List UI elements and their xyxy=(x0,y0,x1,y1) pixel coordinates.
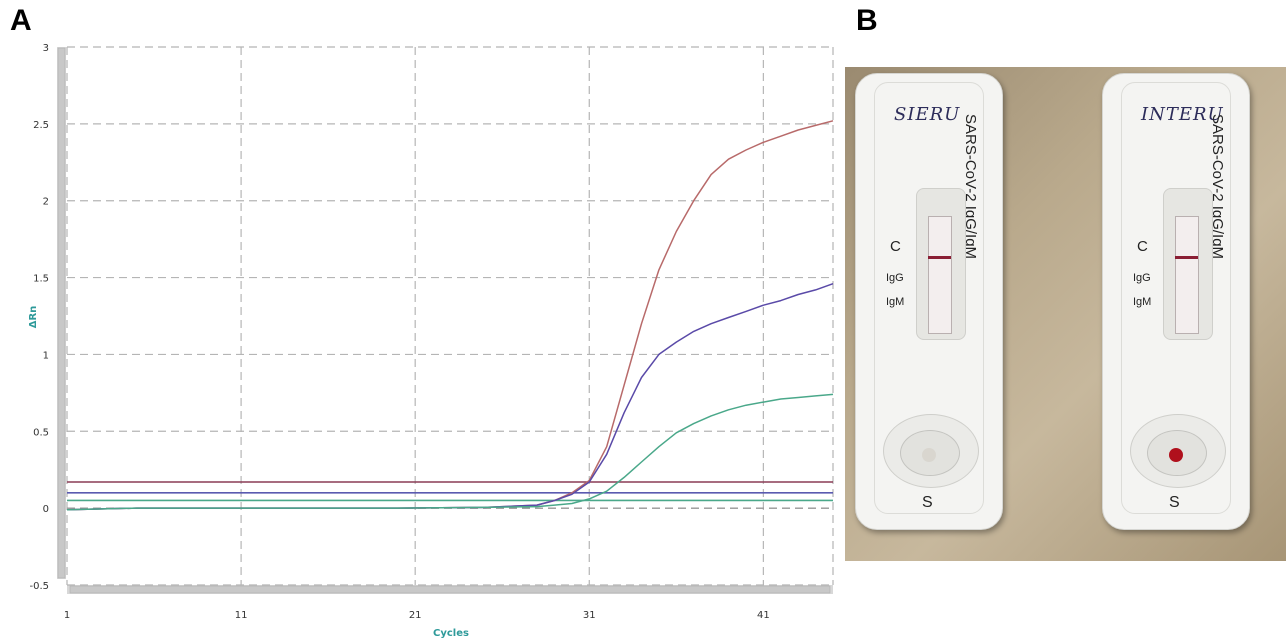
y-tick-label: 0.5 xyxy=(33,427,49,438)
x-axis-title: Cycles xyxy=(433,628,469,639)
sample-marker: S xyxy=(1169,494,1180,511)
y-tick-label: -0.5 xyxy=(29,581,49,592)
igm-marker: IgM xyxy=(1133,296,1152,308)
amplification-chart: -0.500.511.522.531 11 21 31 41 ΔRn Cycles xyxy=(28,43,834,639)
chart-grid xyxy=(66,46,834,586)
handwritten-label: INTERU xyxy=(1141,104,1224,125)
test-strip xyxy=(928,216,952,334)
control-marker: C xyxy=(890,238,901,255)
rapid-test-photo: SIERU SARS-CoV-2 IgG/IgM C IgG IgM S INT… xyxy=(845,67,1286,561)
test-strip xyxy=(1175,216,1199,334)
y-tick-label: 0 xyxy=(43,504,49,515)
test-cassette: SIERU SARS-CoV-2 IgG/IgM C IgG IgM S xyxy=(855,73,1003,530)
handwritten-label: SIERU xyxy=(894,104,961,125)
y-tick-label: 1.5 xyxy=(33,274,49,285)
y-tick-label: 2 xyxy=(43,197,49,208)
cassette-rim xyxy=(874,82,984,514)
igg-marker: IgG xyxy=(886,272,904,284)
sample-marker: S xyxy=(922,494,933,511)
brand-label: SARS-CoV-2 IgG/IgM xyxy=(962,114,979,260)
panel-a-label: A xyxy=(10,4,32,37)
series-line xyxy=(66,120,834,511)
x-tick-label: 1 xyxy=(64,610,70,621)
y-tick-label: 3 xyxy=(43,43,49,54)
threshold-lines xyxy=(67,481,833,502)
control-line xyxy=(928,256,951,259)
sample-drop xyxy=(1169,448,1183,462)
brand-label: SARS-CoV-2 IgG/IgM xyxy=(1209,114,1226,260)
control-marker: C xyxy=(1137,238,1148,255)
vertical-scrollbar-thumb[interactable] xyxy=(57,47,66,579)
test-cassette: INTERU SARS-CoV-2 IgG/IgM C IgG IgM S xyxy=(1102,73,1250,530)
igg-marker: IgG xyxy=(1133,272,1151,284)
sample-drop xyxy=(922,448,936,462)
y-tick-label: 1 xyxy=(43,350,49,361)
x-tick-label: 31 xyxy=(583,610,596,621)
y-axis-title: ΔRn xyxy=(28,306,39,329)
panel-b-label: B xyxy=(856,4,878,37)
cassette-rim xyxy=(1121,82,1231,514)
tick-labels: -0.500.511.522.531 11 21 31 41 xyxy=(29,43,769,621)
control-line xyxy=(1175,256,1198,259)
series-lines xyxy=(66,120,834,511)
series-line xyxy=(66,282,834,511)
igm-marker: IgM xyxy=(886,296,905,308)
x-tick-label: 11 xyxy=(235,610,248,621)
series-line xyxy=(66,393,834,511)
x-tick-label: 21 xyxy=(409,610,422,621)
x-tick-label: 41 xyxy=(757,610,770,621)
horizontal-scrollbar-thumb[interactable] xyxy=(69,585,831,594)
y-tick-label: 2.5 xyxy=(33,120,49,131)
